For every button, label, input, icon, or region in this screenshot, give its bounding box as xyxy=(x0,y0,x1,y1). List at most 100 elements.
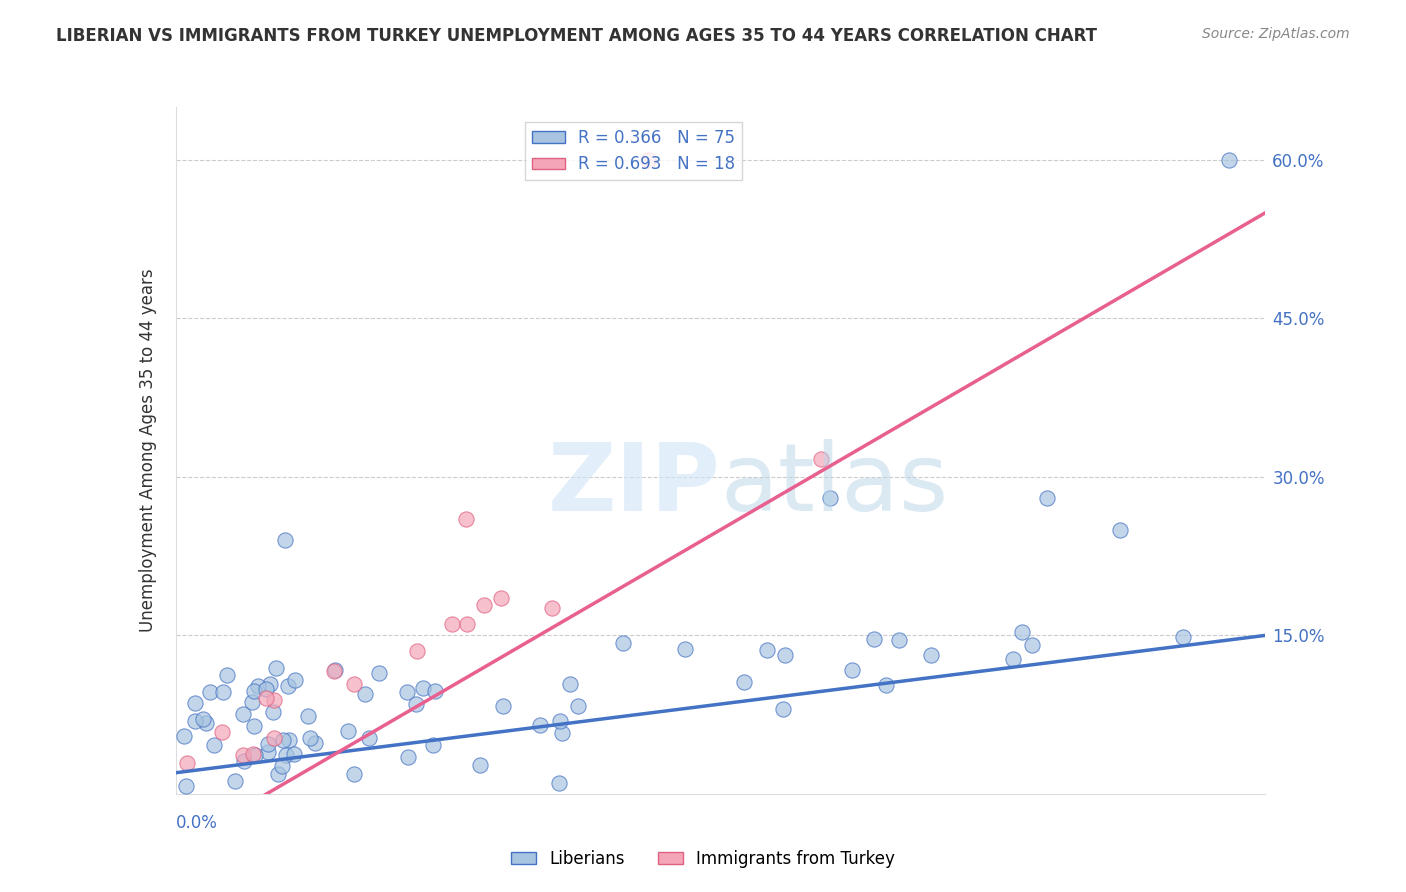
Point xyxy=(863,632,886,646)
Point xyxy=(343,677,366,691)
Point xyxy=(278,732,301,747)
Y-axis label: Unemployment Among Ages 35 to 44 years: Unemployment Among Ages 35 to 44 years xyxy=(139,268,157,632)
Point xyxy=(195,716,218,731)
Text: 0.0%: 0.0% xyxy=(176,814,218,832)
Point xyxy=(1021,638,1043,652)
Point xyxy=(810,452,832,467)
Point xyxy=(304,736,326,750)
Point xyxy=(271,733,294,747)
Point xyxy=(637,153,659,167)
Point xyxy=(354,688,377,702)
Point xyxy=(673,642,696,657)
Point xyxy=(423,684,446,698)
Point xyxy=(266,766,288,780)
Legend: R = 0.366   N = 75, R = 0.693   N = 18: R = 0.366 N = 75, R = 0.693 N = 18 xyxy=(524,122,742,180)
Point xyxy=(395,684,418,698)
Point xyxy=(224,774,246,789)
Point xyxy=(232,748,254,763)
Point xyxy=(259,677,281,691)
Point xyxy=(841,663,863,677)
Point xyxy=(233,754,256,768)
Point xyxy=(1218,153,1240,167)
Point xyxy=(529,718,551,732)
Point xyxy=(173,730,195,744)
Point xyxy=(337,724,360,739)
Point xyxy=(357,731,380,745)
Point xyxy=(297,708,319,723)
Point xyxy=(243,684,266,698)
Point xyxy=(263,693,285,707)
Point xyxy=(875,677,897,691)
Legend: Liberians, Immigrants from Turkey: Liberians, Immigrants from Turkey xyxy=(505,844,901,875)
Point xyxy=(254,681,277,696)
Point xyxy=(405,697,427,711)
Point xyxy=(456,512,478,526)
Point xyxy=(422,738,444,752)
Point xyxy=(1036,491,1059,505)
Point xyxy=(567,699,589,714)
Point xyxy=(440,616,463,631)
Text: Source: ZipAtlas.com: Source: ZipAtlas.com xyxy=(1202,27,1350,41)
Point xyxy=(202,739,225,753)
Text: atlas: atlas xyxy=(721,439,949,531)
Point xyxy=(246,680,269,694)
Point xyxy=(284,673,307,688)
Point xyxy=(412,681,434,695)
Point xyxy=(489,591,512,605)
Point xyxy=(1109,523,1132,537)
Point xyxy=(920,648,942,662)
Point xyxy=(887,633,910,648)
Point xyxy=(1173,630,1195,644)
Point xyxy=(176,756,198,771)
Point xyxy=(396,749,419,764)
Point xyxy=(242,719,264,733)
Point xyxy=(551,726,574,740)
Point xyxy=(343,766,366,780)
Point xyxy=(243,748,266,763)
Point xyxy=(470,758,492,772)
Point xyxy=(612,636,634,650)
Point xyxy=(184,714,207,728)
Point xyxy=(367,665,389,680)
Point xyxy=(1011,624,1033,639)
Text: ZIP: ZIP xyxy=(548,439,721,531)
Point xyxy=(1002,652,1025,666)
Point xyxy=(263,731,285,745)
Point xyxy=(254,691,277,706)
Point xyxy=(256,745,278,759)
Point xyxy=(276,748,298,763)
Point xyxy=(323,664,346,678)
Point xyxy=(818,491,841,505)
Point xyxy=(184,696,207,710)
Point xyxy=(733,675,755,690)
Point xyxy=(472,598,495,612)
Point xyxy=(558,677,581,691)
Point xyxy=(242,747,264,761)
Point xyxy=(174,779,197,793)
Point xyxy=(191,713,214,727)
Point xyxy=(755,643,778,657)
Point xyxy=(298,731,321,746)
Point xyxy=(548,776,571,790)
Point xyxy=(270,759,292,773)
Point xyxy=(492,698,515,713)
Point xyxy=(217,667,239,681)
Point xyxy=(262,706,284,720)
Point xyxy=(200,685,222,699)
Point xyxy=(211,725,233,739)
Point xyxy=(277,679,299,693)
Point xyxy=(257,737,280,751)
Point xyxy=(456,617,478,632)
Point xyxy=(283,747,305,761)
Text: LIBERIAN VS IMMIGRANTS FROM TURKEY UNEMPLOYMENT AMONG AGES 35 TO 44 YEARS CORREL: LIBERIAN VS IMMIGRANTS FROM TURKEY UNEMP… xyxy=(56,27,1097,45)
Point xyxy=(405,643,427,657)
Point xyxy=(264,661,287,675)
Point xyxy=(212,685,235,699)
Point xyxy=(240,695,263,709)
Point xyxy=(274,533,297,548)
Point xyxy=(541,601,564,615)
Point xyxy=(773,648,796,663)
Point xyxy=(323,663,346,677)
Point xyxy=(548,714,571,728)
Point xyxy=(232,706,254,721)
